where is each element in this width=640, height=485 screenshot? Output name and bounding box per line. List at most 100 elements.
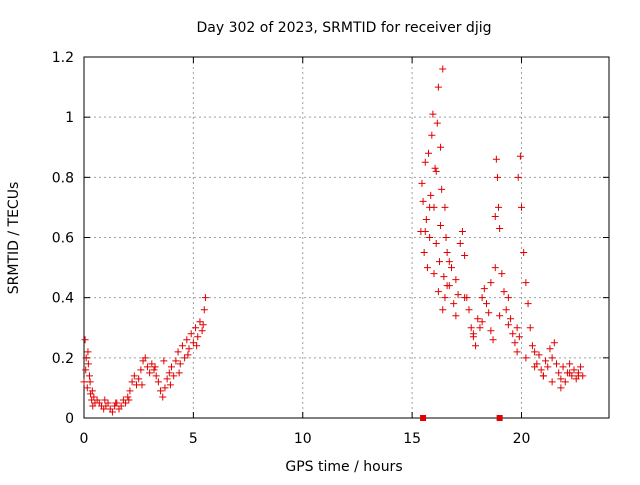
data-point — [86, 378, 94, 386]
data-point — [428, 131, 436, 139]
data-point — [189, 339, 197, 347]
data-point — [454, 291, 462, 299]
data-point — [487, 279, 495, 287]
data-point — [483, 300, 490, 308]
data-point — [516, 152, 524, 160]
data-point — [146, 369, 154, 377]
data-point — [419, 197, 427, 205]
data-point — [515, 333, 523, 341]
data-point — [81, 336, 89, 344]
data-point — [456, 240, 464, 248]
data-point — [522, 279, 530, 287]
data-point — [150, 366, 158, 374]
data-point — [513, 324, 521, 332]
y-tick-label: 1 — [65, 110, 74, 126]
data-point — [432, 167, 440, 175]
data-point — [168, 363, 175, 371]
data-point — [433, 119, 441, 127]
data-point — [439, 65, 447, 73]
data-point — [151, 363, 159, 371]
data-point — [535, 351, 543, 359]
data-point — [440, 273, 448, 281]
data-point — [130, 372, 138, 380]
data-point — [531, 348, 539, 356]
data-point — [566, 360, 574, 368]
data-point — [200, 306, 208, 314]
data-point — [176, 360, 184, 368]
data-point — [125, 396, 133, 404]
data-point — [437, 221, 445, 229]
x-tick-label: 10 — [294, 431, 312, 447]
data-point — [422, 215, 430, 223]
data-point — [461, 252, 469, 260]
data-point — [465, 306, 473, 314]
data-point — [187, 330, 195, 338]
data-point — [85, 372, 93, 380]
data-point — [524, 300, 532, 308]
data-point — [159, 393, 167, 401]
data-point — [476, 324, 484, 332]
data-point — [511, 339, 519, 347]
data-point — [467, 324, 475, 332]
data-point — [87, 390, 95, 398]
data-point — [117, 402, 125, 410]
data-point — [577, 363, 585, 371]
data-point — [520, 249, 528, 257]
data-point — [90, 393, 98, 401]
data-point — [537, 366, 545, 374]
data-point — [192, 324, 200, 332]
data-point — [178, 342, 186, 350]
data-point — [502, 306, 510, 314]
data-point — [138, 381, 146, 389]
data-point — [101, 396, 109, 404]
data-point — [137, 366, 145, 374]
data-point — [126, 387, 134, 395]
data-point — [531, 363, 539, 371]
data-point — [509, 330, 517, 338]
y-tick-label: 0 — [65, 411, 74, 427]
data-point — [194, 333, 202, 341]
data-point — [450, 300, 458, 308]
data-point — [165, 369, 173, 377]
data-point — [154, 378, 162, 386]
data-point — [493, 173, 501, 181]
data-point — [122, 399, 130, 407]
data-point — [526, 324, 534, 332]
data-point — [518, 203, 525, 211]
data-point — [492, 155, 500, 163]
data-point — [421, 158, 429, 166]
data-point — [82, 366, 90, 374]
data-point — [181, 354, 189, 362]
data-point — [175, 369, 183, 377]
data-point — [513, 348, 521, 356]
data-point — [432, 240, 440, 248]
data-point — [548, 378, 556, 386]
data-point — [439, 306, 447, 314]
chart-title: Day 302 of 2023, SRMTID for receiver dji… — [197, 20, 492, 36]
data-point — [193, 342, 201, 350]
data-point — [437, 143, 445, 151]
data-point — [443, 249, 451, 257]
data-point — [141, 354, 149, 362]
data-point — [472, 342, 480, 350]
y-axis-label: SRMTID / TECUs — [6, 182, 22, 295]
data-point — [461, 294, 469, 302]
data-point — [80, 378, 88, 386]
baseline-marker — [420, 415, 427, 421]
data-point — [544, 363, 552, 371]
data-point — [104, 399, 112, 407]
data-point — [82, 354, 90, 362]
data-point — [498, 270, 506, 278]
data-point — [430, 270, 438, 278]
data-point — [539, 372, 547, 380]
data-point — [152, 372, 160, 380]
data-point — [170, 372, 178, 380]
data-point — [478, 294, 486, 302]
data-point — [423, 264, 431, 272]
data-point — [500, 288, 508, 296]
data-point — [542, 357, 550, 365]
data-point — [434, 83, 442, 91]
data-point — [434, 288, 442, 296]
data-point — [166, 381, 174, 389]
